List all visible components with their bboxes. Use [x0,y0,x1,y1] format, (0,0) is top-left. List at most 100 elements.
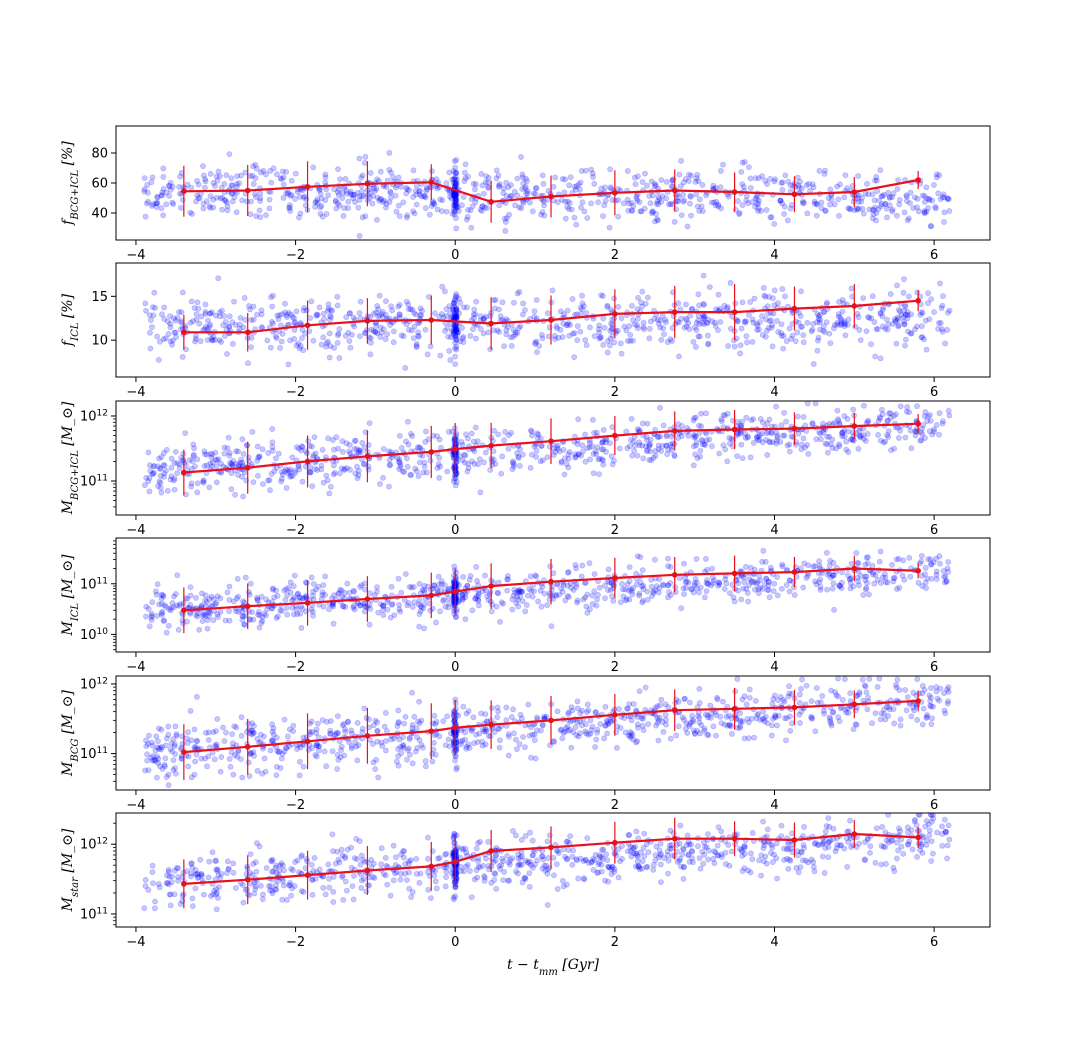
scatter-point [824,571,831,578]
scatter-point [380,326,387,333]
scatter-point [410,208,416,215]
scatter-point [602,184,608,191]
scatter-point [598,292,604,298]
scatter-point [237,459,244,466]
scatter-point [890,320,896,327]
scatter-point [664,339,671,345]
x-tick-label: −2 [286,660,305,675]
scatter-point [708,199,715,206]
scatter-point [187,209,194,216]
scatter-point [602,595,608,602]
scatter-point [458,202,465,209]
scatter-point [777,197,784,204]
scatter-point [774,722,780,729]
scatter-point [274,593,281,599]
scatter-point [666,201,672,208]
scatter-point [312,203,318,210]
scatter-point [872,353,879,360]
scatter-point [726,434,733,441]
scatter-point [740,585,747,592]
scatter-point [176,461,183,468]
scatter-point [882,201,889,207]
scatter-point [518,589,524,595]
scatter-point [631,174,638,181]
scatter-point [755,207,761,214]
scatter-point [791,592,798,598]
scatter-point [293,308,300,315]
scatter-point [194,192,200,199]
y-tick-label: 40 [91,207,108,222]
scatter-point [269,426,276,432]
scatter-point [443,180,450,187]
scatter-point [621,323,628,330]
scatter-point [593,736,600,743]
scatter-point [207,460,214,467]
scatter-point [552,174,558,181]
scatter-point [442,742,449,748]
scatter-point [453,312,460,318]
median-point [915,177,921,183]
scatter-point [359,172,366,179]
scatter-point [160,336,167,342]
scatter-point [762,293,769,300]
scatter-point [198,755,205,762]
scatter-point [452,164,459,171]
scatter-point [404,756,410,763]
scatter-point [814,319,820,325]
scatter-point [448,334,454,341]
scatter-point [810,320,816,327]
median-point [452,588,459,595]
scatter-point [565,711,572,717]
scatter-point [404,602,411,609]
scatter-point [689,306,695,312]
scatter-point [718,205,724,212]
scatter-point [573,221,580,228]
scatter-point [436,436,443,443]
scatter-point [279,311,285,318]
scatter-point [190,451,197,458]
scatter-point [452,464,459,471]
scatter-point [157,479,164,486]
scatter-point [667,200,674,207]
scatter-point [373,756,379,763]
scatter-point [438,208,445,214]
scatter-point [504,576,510,583]
scatter-point [318,195,325,202]
scatter-point [699,438,706,445]
scatter-point [747,185,754,191]
scatter-point [841,413,848,419]
scatter-point [141,482,148,488]
scatter-point [600,341,607,348]
scatter-point [866,676,873,682]
scatter-point [644,447,651,454]
scatter-point [596,329,602,336]
scatter-point [638,299,644,306]
scatter-point [902,434,909,441]
scatter-point [738,422,744,429]
scatter-point [814,201,820,208]
scatter-point [753,715,760,722]
scatter-point [172,751,179,757]
y-tick-label: 60 [91,177,108,192]
scatter-point [642,684,649,691]
scatter-point [739,418,745,425]
scatter-point [314,199,321,206]
scatter-point [822,167,828,174]
scatter-point [655,737,662,744]
scatter-point [910,205,917,211]
scatter-point [462,452,469,459]
scatter-point [747,175,754,182]
scatter-point [815,313,822,320]
scatter-point [703,192,709,199]
scatter-point [168,605,175,611]
scatter-point [901,576,908,583]
scatter-point [648,457,655,464]
scatter-point [828,196,835,203]
scatter-point [766,594,773,601]
scatter-point [429,758,436,765]
scatter-point [584,701,591,708]
scatter-point [452,195,458,201]
scatter-point [921,209,928,216]
scatter-point [465,206,471,213]
scatter-point [473,564,480,570]
